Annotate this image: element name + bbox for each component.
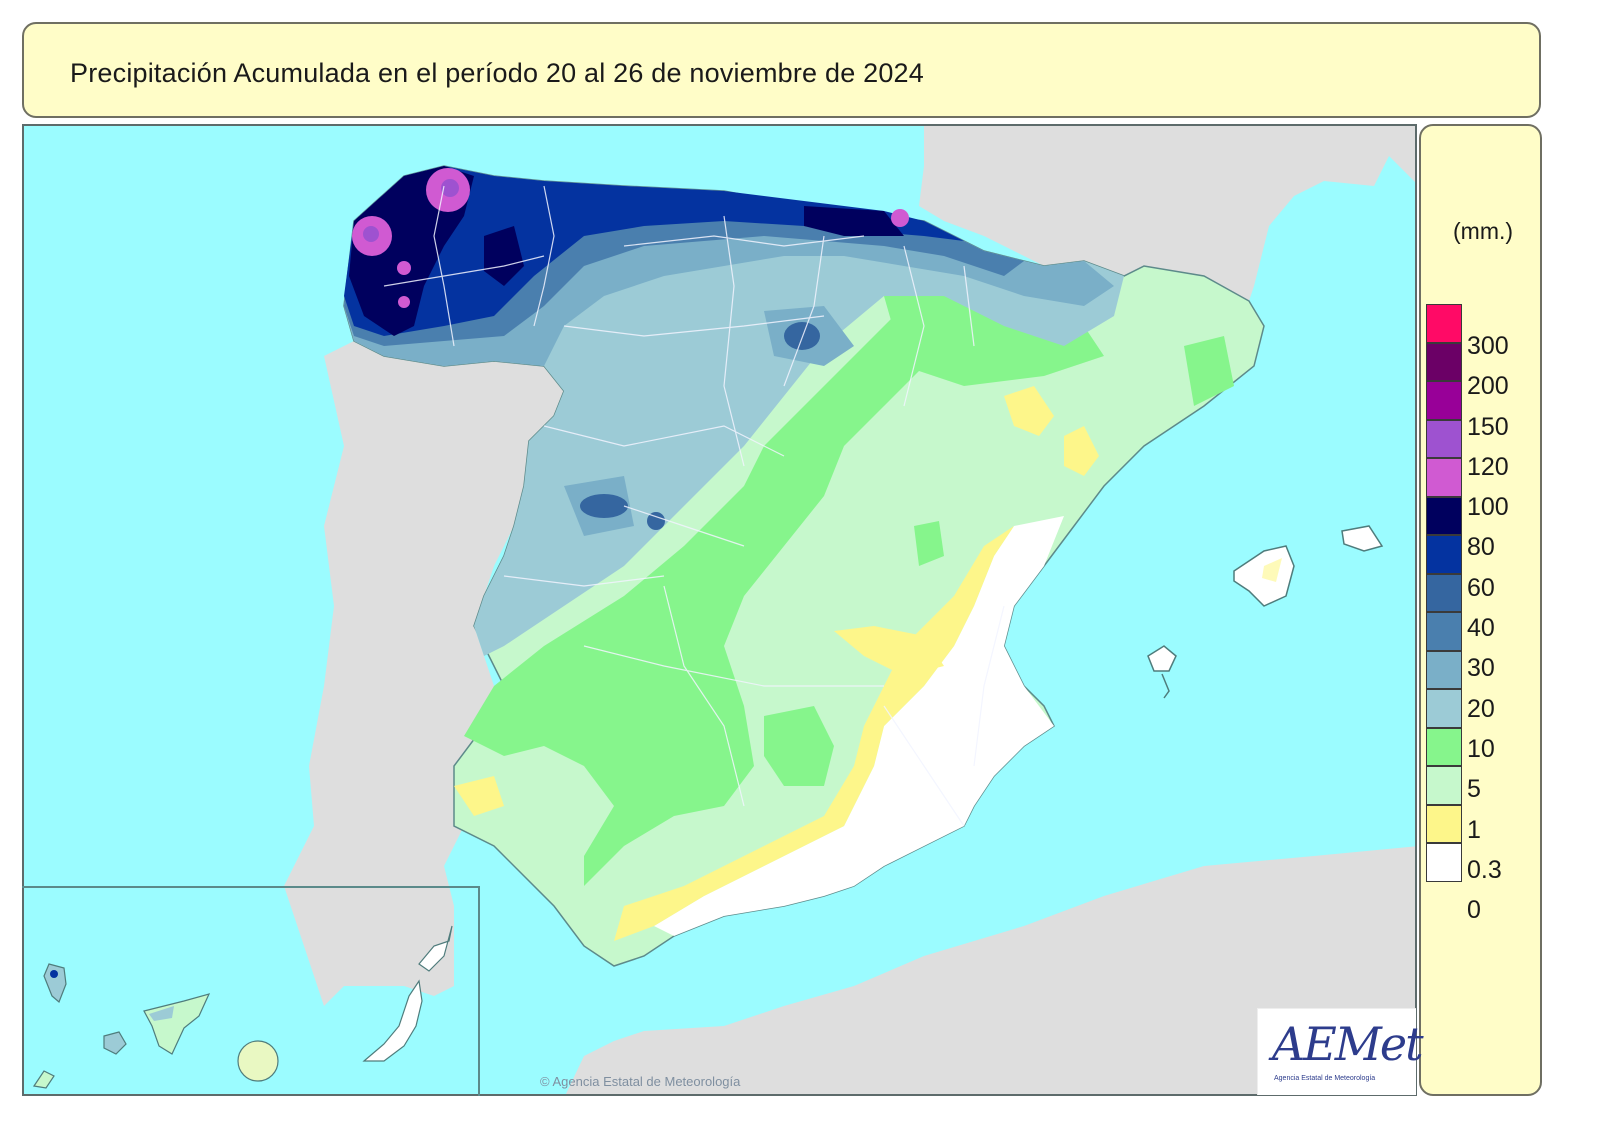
legend-swatch-0 <box>1426 843 1462 882</box>
legend-label: 10 <box>1467 734 1495 763</box>
legend-label: 0.3 <box>1467 855 1502 884</box>
legend-swatch-0-3 <box>1426 804 1462 843</box>
legend-label: 1 <box>1467 815 1481 844</box>
legend-swatch-300plus <box>1426 304 1462 343</box>
legend-label: 120 <box>1467 452 1509 481</box>
legend-label: 200 <box>1467 372 1509 401</box>
legend-swatch-5 <box>1426 727 1462 766</box>
canary-islands-inset <box>22 886 480 1096</box>
aemet-logo-text: AEMet <box>1272 1017 1424 1071</box>
legend-swatch-100 <box>1426 458 1462 497</box>
legend-label: 20 <box>1467 694 1495 723</box>
legend-label: 300 <box>1467 332 1509 360</box>
legend-swatch-120 <box>1426 419 1462 458</box>
legend-color-scale <box>1426 304 1466 882</box>
precipitation-map <box>22 124 1417 1096</box>
copyright-credit: © Agencia Estatal de Meteorología <box>540 1074 741 1089</box>
legend-label: 30 <box>1467 654 1495 683</box>
legend-labels: 300 200 150 120 100 80 60 40 30 20 10 5 … <box>1467 326 1509 930</box>
map-title: Precipitación Acumulada en el período 20… <box>70 58 924 88</box>
legend-label: 150 <box>1467 412 1509 441</box>
legend-swatch-20 <box>1426 650 1462 689</box>
legend-label: 80 <box>1467 533 1495 562</box>
legend-swatch-150 <box>1426 381 1462 420</box>
legend-swatch-1 <box>1426 766 1462 805</box>
legend-swatch-60 <box>1426 535 1462 574</box>
aemet-logo-subtitle: Agencia Estatal de Meteorología <box>1274 1075 1376 1082</box>
title-panel: Precipitación Acumulada en el período 20… <box>22 22 1541 118</box>
legend-swatch-200 <box>1426 342 1462 381</box>
legend-unit: (mm.) <box>1453 218 1514 244</box>
legend-swatch-80 <box>1426 496 1462 535</box>
legend-swatch-30 <box>1426 612 1462 651</box>
legend-swatch-40 <box>1426 573 1462 612</box>
legend-panel: (mm.) 300 200 150 120 100 80 60 40 30 20… <box>1419 124 1542 1096</box>
legend-label: 100 <box>1467 493 1509 522</box>
legend-label: 5 <box>1467 775 1481 804</box>
legend-label: 40 <box>1467 614 1495 643</box>
legend-label: 60 <box>1467 573 1495 602</box>
aemet-logo: AEMet Agencia Estatal de Meteorología <box>1257 1008 1424 1095</box>
map-graphic <box>32 126 1415 1094</box>
legend-swatch-10 <box>1426 689 1462 728</box>
legend-label: 0 <box>1467 896 1481 925</box>
